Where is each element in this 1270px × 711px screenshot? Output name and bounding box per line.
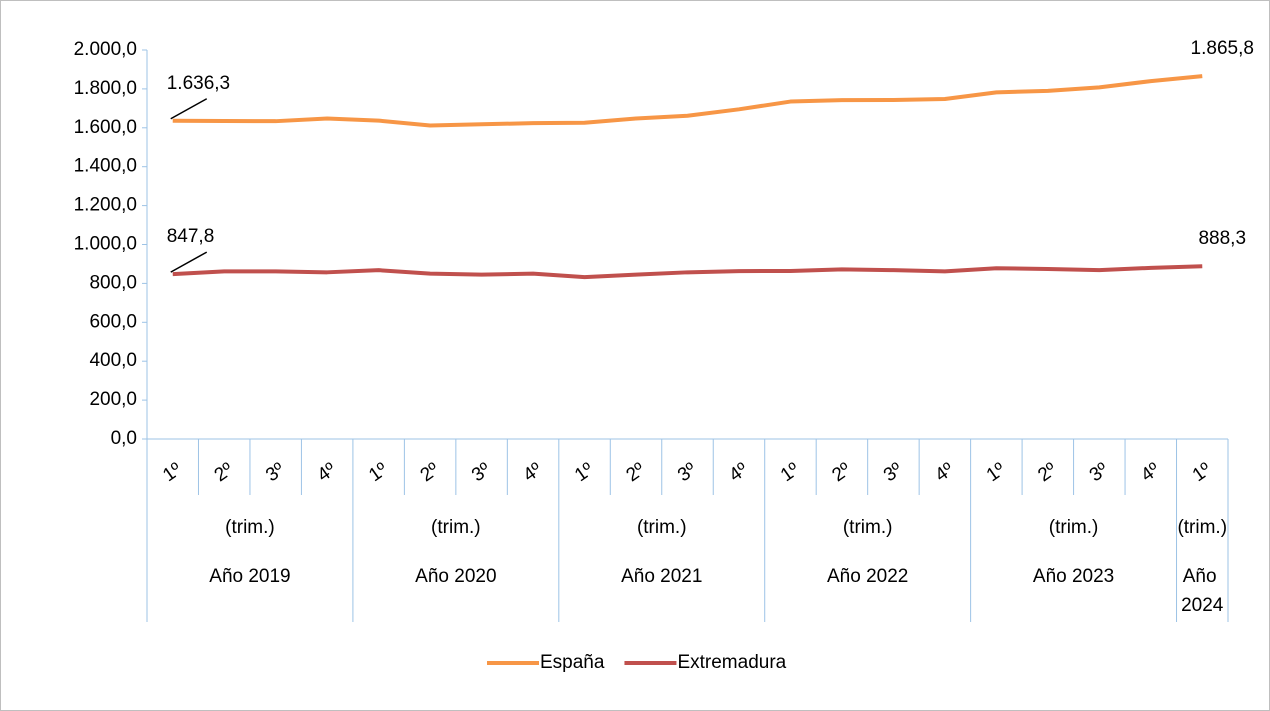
- group-sublabel: (trim.): [843, 517, 893, 538]
- data-label: 1.865,8: [1191, 38, 1254, 59]
- y-tick-label: 1.400,0: [74, 156, 137, 177]
- y-tick-label: 1.000,0: [74, 234, 137, 255]
- series-line: [172, 74, 1203, 128]
- y-tick-label: 1.800,0: [74, 78, 137, 99]
- group-label: Año 2020: [415, 566, 496, 587]
- data-label: 847,8: [167, 226, 215, 247]
- leader-line: [170, 98, 208, 120]
- group-sublabel: (trim.): [225, 517, 275, 538]
- group-sublabel: (trim.): [431, 517, 481, 538]
- y-tick-label: 800,0: [89, 272, 137, 293]
- legend-label: Extremadura: [677, 652, 786, 673]
- y-tick-label: 200,0: [89, 389, 137, 410]
- series-line: [172, 264, 1203, 280]
- leader-line: [170, 251, 208, 273]
- group-label: Año 2023: [1033, 566, 1114, 587]
- data-label: 1.636,3: [167, 73, 230, 94]
- legend-label: España: [540, 652, 605, 673]
- group-sublabel: (trim.): [1049, 517, 1099, 538]
- group-sublabel: (trim.): [1177, 517, 1227, 538]
- group-label: Año 2021: [621, 566, 702, 587]
- y-tick-label: 400,0: [89, 350, 137, 371]
- y-tick-label: 1.200,0: [74, 195, 137, 216]
- group-label: Año 2024: [1181, 566, 1224, 616]
- group-label: Año 2019: [209, 566, 290, 587]
- y-tick-label: 1.600,0: [74, 117, 137, 138]
- y-tick-label: 600,0: [89, 311, 137, 332]
- data-label: 888,3: [1198, 228, 1246, 249]
- group-sublabel: (trim.): [637, 517, 687, 538]
- group-label: Año 2022: [827, 566, 908, 587]
- y-tick-label: 2.000,0: [74, 39, 137, 60]
- y-tick-label: 0,0: [111, 428, 137, 449]
